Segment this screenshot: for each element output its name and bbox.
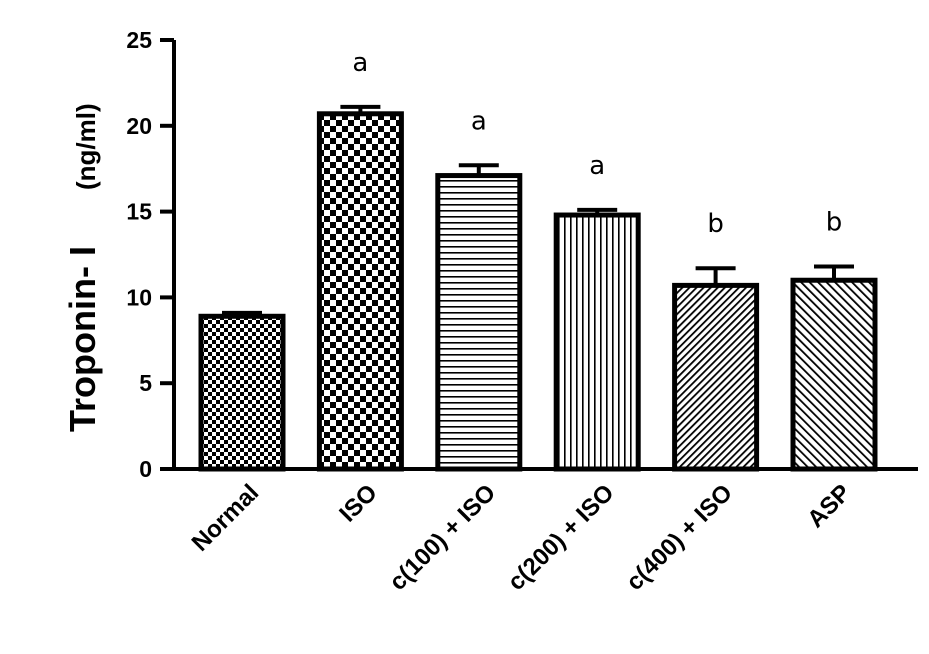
significance-label: a	[589, 151, 605, 181]
x-category-label: ASP	[802, 479, 856, 533]
significance-label: b	[707, 209, 724, 239]
significance-label: a	[471, 106, 487, 136]
significance-label: a	[352, 48, 368, 78]
x-category-label: c(400) + ISO	[621, 479, 738, 596]
y-axis-unit: (ng/ml)	[71, 103, 101, 190]
x-category-label: c(200) + ISO	[503, 479, 620, 596]
y-tick-label: 0	[139, 456, 152, 482]
bar	[316, 111, 404, 472]
y-tick-label: 10	[126, 284, 152, 310]
y-tick-label: 20	[126, 113, 152, 139]
y-tick-label: 25	[126, 27, 152, 53]
bar	[435, 173, 523, 472]
x-category-label: Normal	[187, 479, 265, 557]
y-tick-label: 5	[139, 370, 152, 396]
y-tick-label: 15	[126, 199, 152, 225]
significance-label: b	[826, 208, 843, 238]
x-category-label: ISO	[334, 479, 382, 527]
x-category-label: c(100) + ISO	[384, 479, 501, 596]
bar	[553, 212, 641, 472]
bar	[790, 277, 878, 472]
bar	[672, 282, 760, 472]
bar	[198, 313, 286, 472]
y-axis-title: Troponin- I	[62, 246, 103, 432]
